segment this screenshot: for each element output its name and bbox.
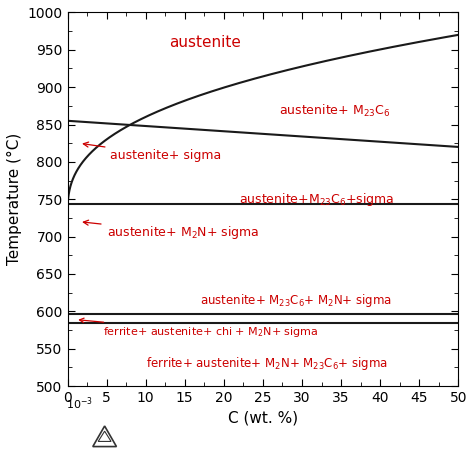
Text: austenite+M$_{23}$C$_6$+sigma: austenite+M$_{23}$C$_6$+sigma bbox=[239, 191, 395, 208]
X-axis label: C (wt. %): C (wt. %) bbox=[228, 410, 298, 426]
Text: ferrite+ austenite+ chi + M$_2$N+ sigma: ferrite+ austenite+ chi + M$_2$N+ sigma bbox=[80, 318, 318, 339]
Text: austenite+ sigma: austenite+ sigma bbox=[83, 142, 222, 163]
Text: austenite+ M$_{23}$C$_6$+ M$_2$N+ sigma: austenite+ M$_{23}$C$_6$+ M$_2$N+ sigma bbox=[201, 292, 392, 309]
Text: austenite: austenite bbox=[169, 35, 241, 50]
Text: ferrite+ austenite+ M$_2$N+ M$_{23}$C$_6$+ sigma: ferrite+ austenite+ M$_2$N+ M$_{23}$C$_6… bbox=[146, 355, 387, 372]
Text: $10^{-3}$: $10^{-3}$ bbox=[66, 395, 93, 412]
Y-axis label: Temperature (°C): Temperature (°C) bbox=[7, 133, 22, 265]
Text: austenite+ M$_{23}$C$_6$: austenite+ M$_{23}$C$_6$ bbox=[279, 103, 390, 119]
Text: austenite+ M$_2$N+ sigma: austenite+ M$_2$N+ sigma bbox=[83, 220, 259, 242]
